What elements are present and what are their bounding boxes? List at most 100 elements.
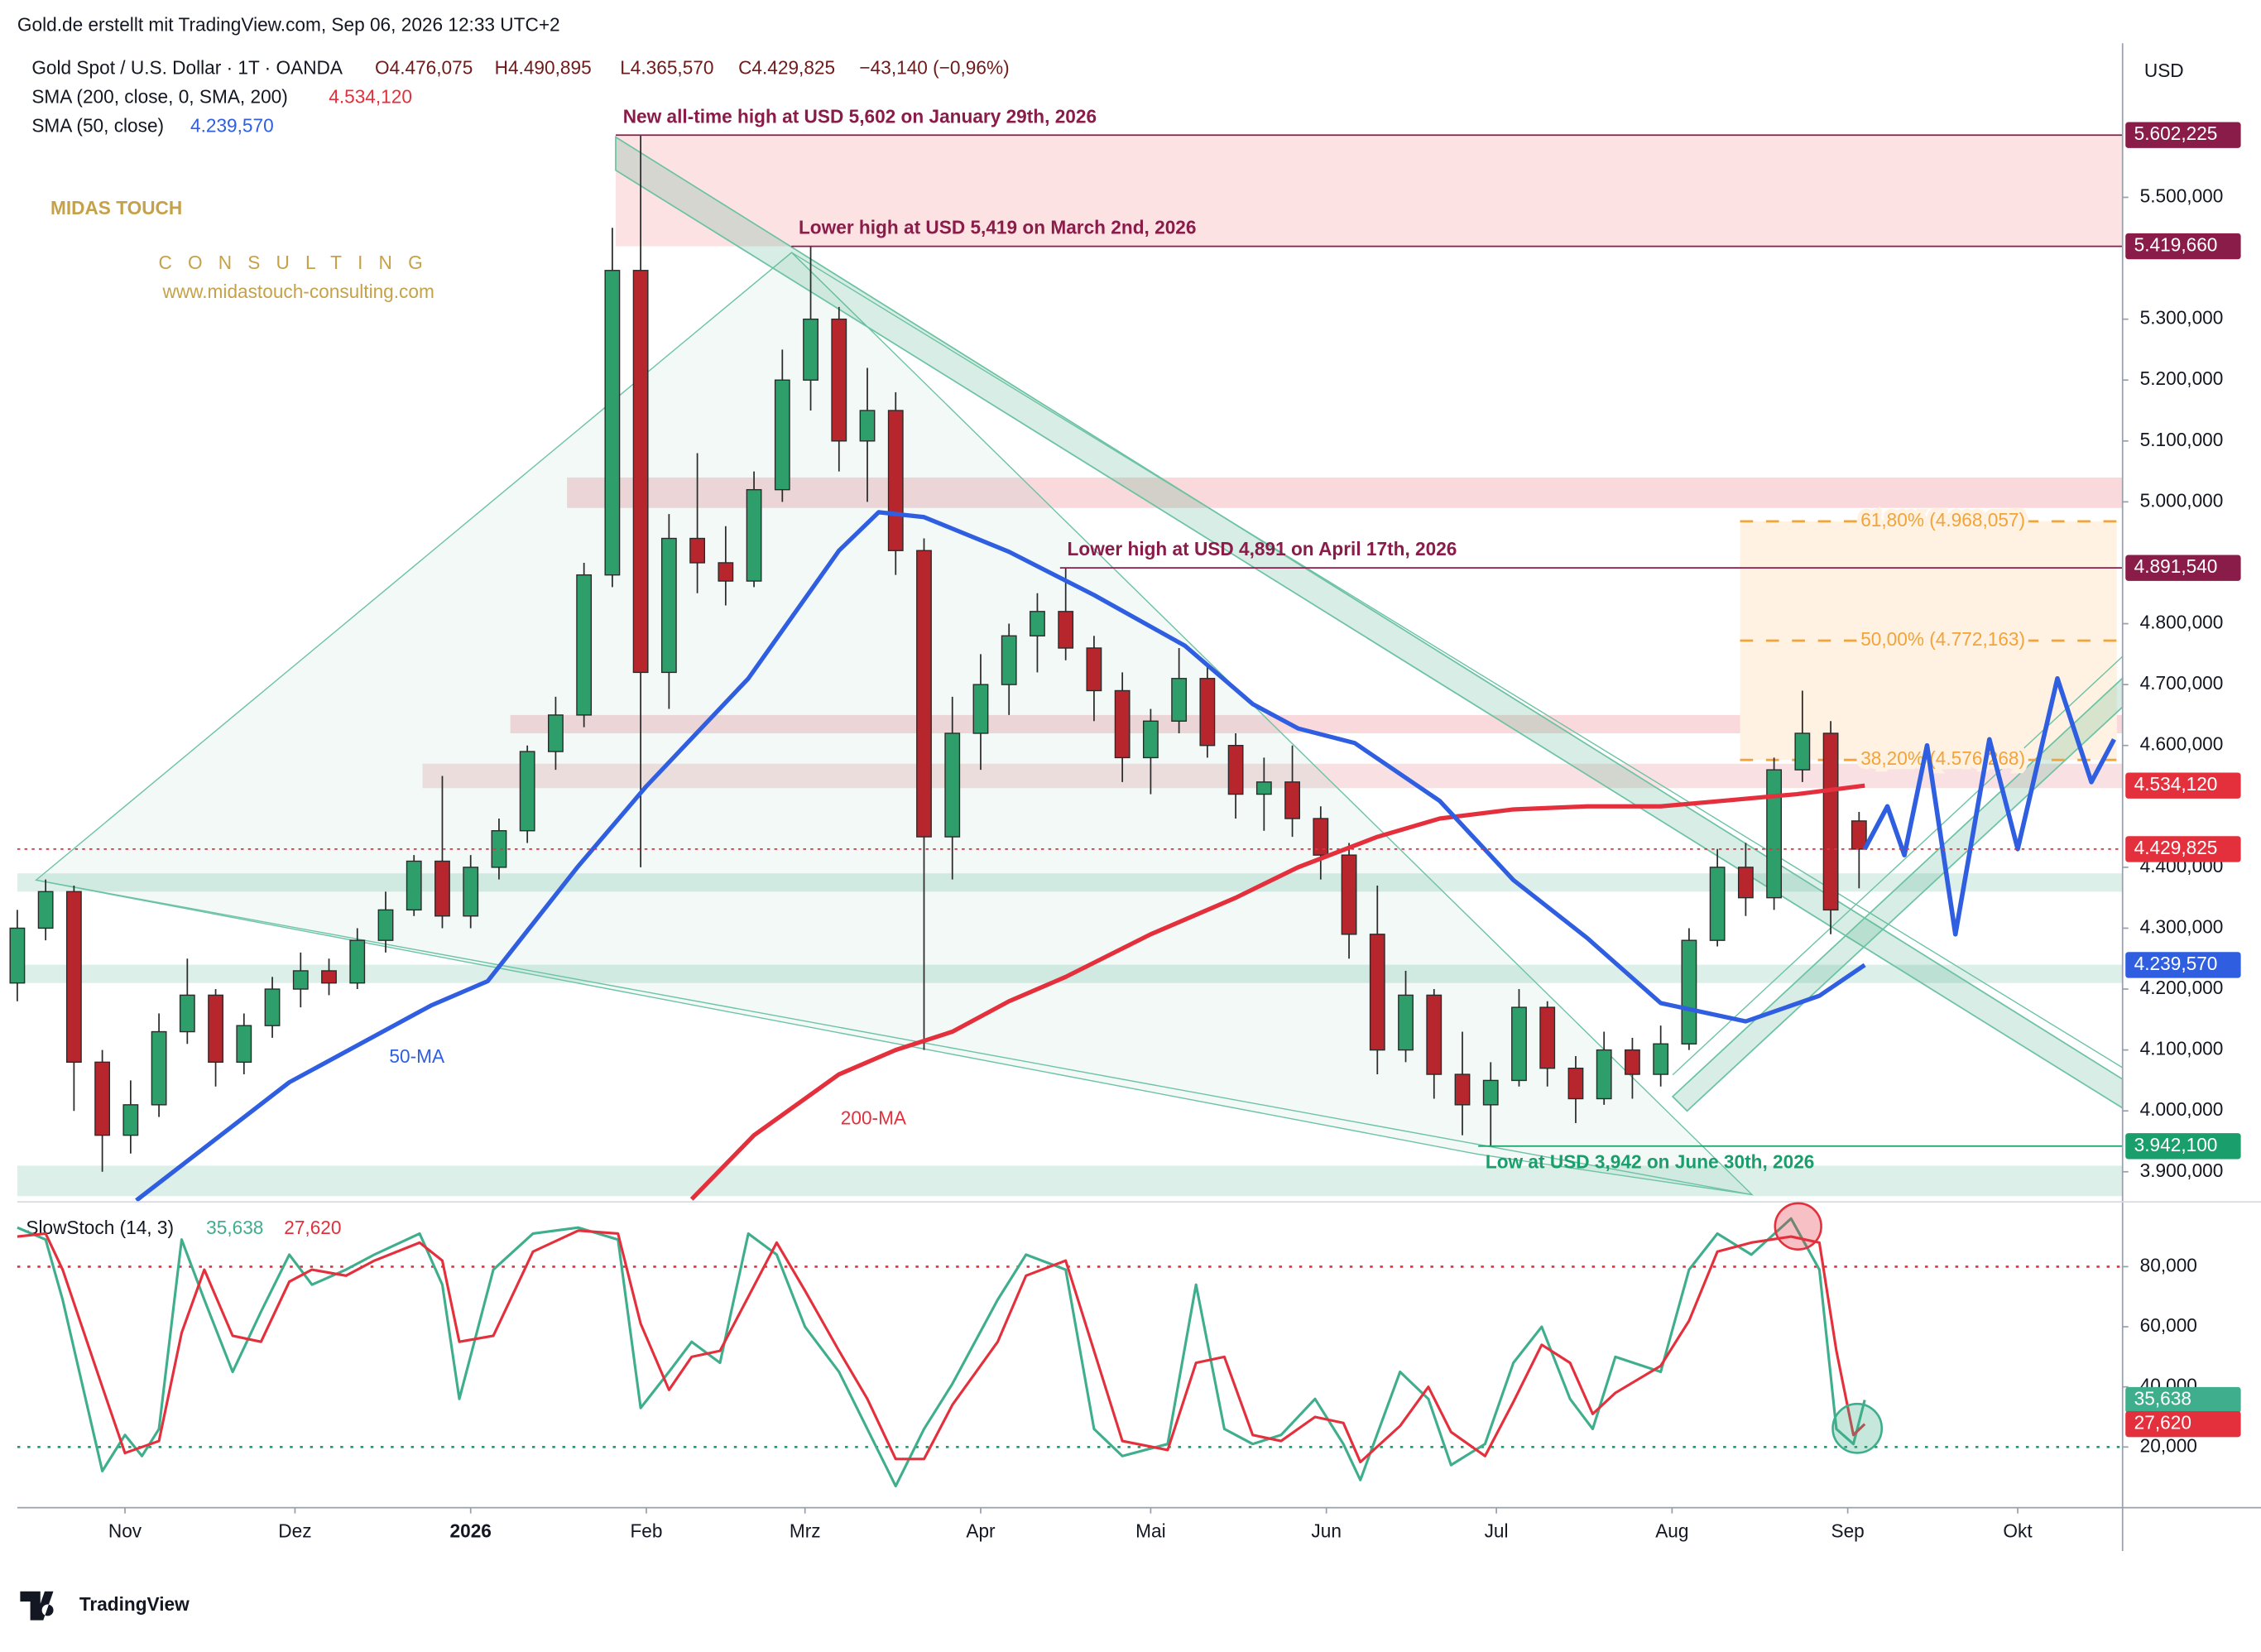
price-tag-label: 3.942,100 xyxy=(2134,1134,2218,1155)
candle-body xyxy=(1398,994,1414,1051)
candle-body xyxy=(1766,769,1783,899)
candle-body xyxy=(1681,939,1697,1045)
y-tick-label: 4.100,000 xyxy=(2140,1038,2224,1059)
candle-body xyxy=(576,574,593,716)
ma-label: 200-MA xyxy=(841,1107,907,1129)
candle-body xyxy=(916,550,932,838)
y-tick-label: 4.200,000 xyxy=(2140,977,2224,998)
candle-body xyxy=(9,927,26,984)
price-tag xyxy=(2125,233,2241,260)
indicator-value: 27,620 xyxy=(284,1217,341,1238)
x-tick-label: Okt xyxy=(2003,1520,2033,1541)
x-tick-label: 2026 xyxy=(450,1520,492,1541)
y-tick-label: 4.600,000 xyxy=(2140,733,2224,755)
candle-body xyxy=(1030,611,1045,636)
indicator-value: 35,638 xyxy=(206,1217,263,1238)
price-tag-label: 4.429,825 xyxy=(2134,837,2218,858)
candle-body xyxy=(774,379,790,491)
price-tag xyxy=(2125,1133,2241,1160)
candle-body xyxy=(377,909,394,941)
logo-title: MIDAS TOUCH xyxy=(50,197,182,219)
x-tick-label: Mai xyxy=(1135,1520,1165,1541)
candle-body xyxy=(122,1104,139,1136)
candle-body xyxy=(349,939,366,984)
candle-body xyxy=(37,891,54,929)
candle-body xyxy=(434,860,450,917)
y-tick-label: 4.700,000 xyxy=(2140,672,2224,694)
candle-body xyxy=(944,732,961,838)
level-annotation: Lower high at USD 4,891 on April 17th, 2… xyxy=(1068,538,1457,559)
candle-body xyxy=(1001,635,1017,685)
candle-body xyxy=(1511,1006,1527,1082)
price-tag-label: 4.239,570 xyxy=(2134,953,2218,974)
candle-body xyxy=(151,1030,167,1106)
candle-body xyxy=(632,270,649,674)
x-tick-label: Mrz xyxy=(790,1520,821,1541)
highlight-circle xyxy=(1774,1202,1822,1251)
candle-body xyxy=(1199,678,1216,747)
candle-body xyxy=(746,488,762,582)
price-tag xyxy=(2125,555,2241,581)
candle-body xyxy=(1851,820,1867,850)
y-tick-label: 80,000 xyxy=(2140,1254,2197,1275)
candle-body xyxy=(1567,1067,1584,1100)
ohlc-value: O4.476,075 xyxy=(375,57,473,79)
candle-body xyxy=(1737,867,1754,899)
candle-body xyxy=(803,318,818,381)
level-annotation: Lower high at USD 5,419 on March 2nd, 20… xyxy=(799,217,1197,238)
candle-body xyxy=(1086,647,1102,692)
fib-label: 38,20% (4.576,268) xyxy=(1860,747,2025,769)
y-tick-label: 5.000,000 xyxy=(2140,489,2224,511)
candle-body xyxy=(1822,732,1839,911)
candle-body xyxy=(1625,1049,1640,1075)
x-tick-label: Sep xyxy=(1831,1520,1864,1541)
candle-body xyxy=(859,410,876,442)
logo-url: www.midastouch-consulting.com xyxy=(161,281,434,302)
candle-body xyxy=(1454,1073,1471,1106)
price-tag-label: 4.891,540 xyxy=(2134,555,2218,577)
trend-line xyxy=(791,252,2124,1069)
candle-body xyxy=(604,270,621,576)
candle-body xyxy=(1284,781,1300,819)
price-tag-label: 5.419,660 xyxy=(2134,234,2218,256)
candle-body xyxy=(831,318,847,442)
price-zone xyxy=(615,135,2123,247)
ma-label: 50-MA xyxy=(389,1045,445,1067)
y-tick-label: 4.800,000 xyxy=(2140,612,2224,633)
fib-label: 61,80% (4.968,057) xyxy=(1860,509,2025,531)
y-tick-label: 4.000,000 xyxy=(2140,1098,2224,1120)
candle-body xyxy=(491,830,507,868)
indicator-value: 4.534,120 xyxy=(329,86,412,108)
footer-logo: TradingView xyxy=(79,1593,190,1615)
price-tag-label: 35,638 xyxy=(2134,1388,2191,1409)
candle-body xyxy=(972,684,989,734)
candle-body xyxy=(1142,720,1159,759)
candle-body xyxy=(1227,745,1244,795)
candle-body xyxy=(292,970,309,990)
price-tag xyxy=(2125,1410,2241,1438)
candle-body xyxy=(1709,867,1726,941)
candle-body xyxy=(1171,678,1188,722)
currency: USD xyxy=(2144,60,2184,81)
level-annotation: Low at USD 3,942 on June 30th, 2026 xyxy=(1486,1151,1815,1173)
candle-body xyxy=(548,714,564,752)
logo-subtitle: CONSULTING xyxy=(158,252,438,273)
price-tag xyxy=(2125,952,2241,978)
candle-body xyxy=(1794,732,1811,771)
y-tick-label: 60,000 xyxy=(2140,1314,2197,1336)
x-tick-label: Dez xyxy=(278,1520,311,1541)
price-tag xyxy=(2125,772,2241,799)
x-tick-label: Nov xyxy=(108,1520,142,1541)
price-tag xyxy=(2125,836,2241,862)
candle-body xyxy=(321,970,337,984)
candle-body xyxy=(1596,1049,1612,1100)
candle-body xyxy=(236,1025,252,1064)
price-zone xyxy=(17,1165,2123,1197)
candle-body xyxy=(208,994,223,1064)
stoch-line xyxy=(17,1217,1866,1488)
ohlc-value: L4.365,570 xyxy=(620,57,713,79)
candle-body xyxy=(1255,781,1272,795)
indicator-name: SlowStoch (14, 3) xyxy=(26,1217,174,1238)
candle-body xyxy=(660,537,677,674)
